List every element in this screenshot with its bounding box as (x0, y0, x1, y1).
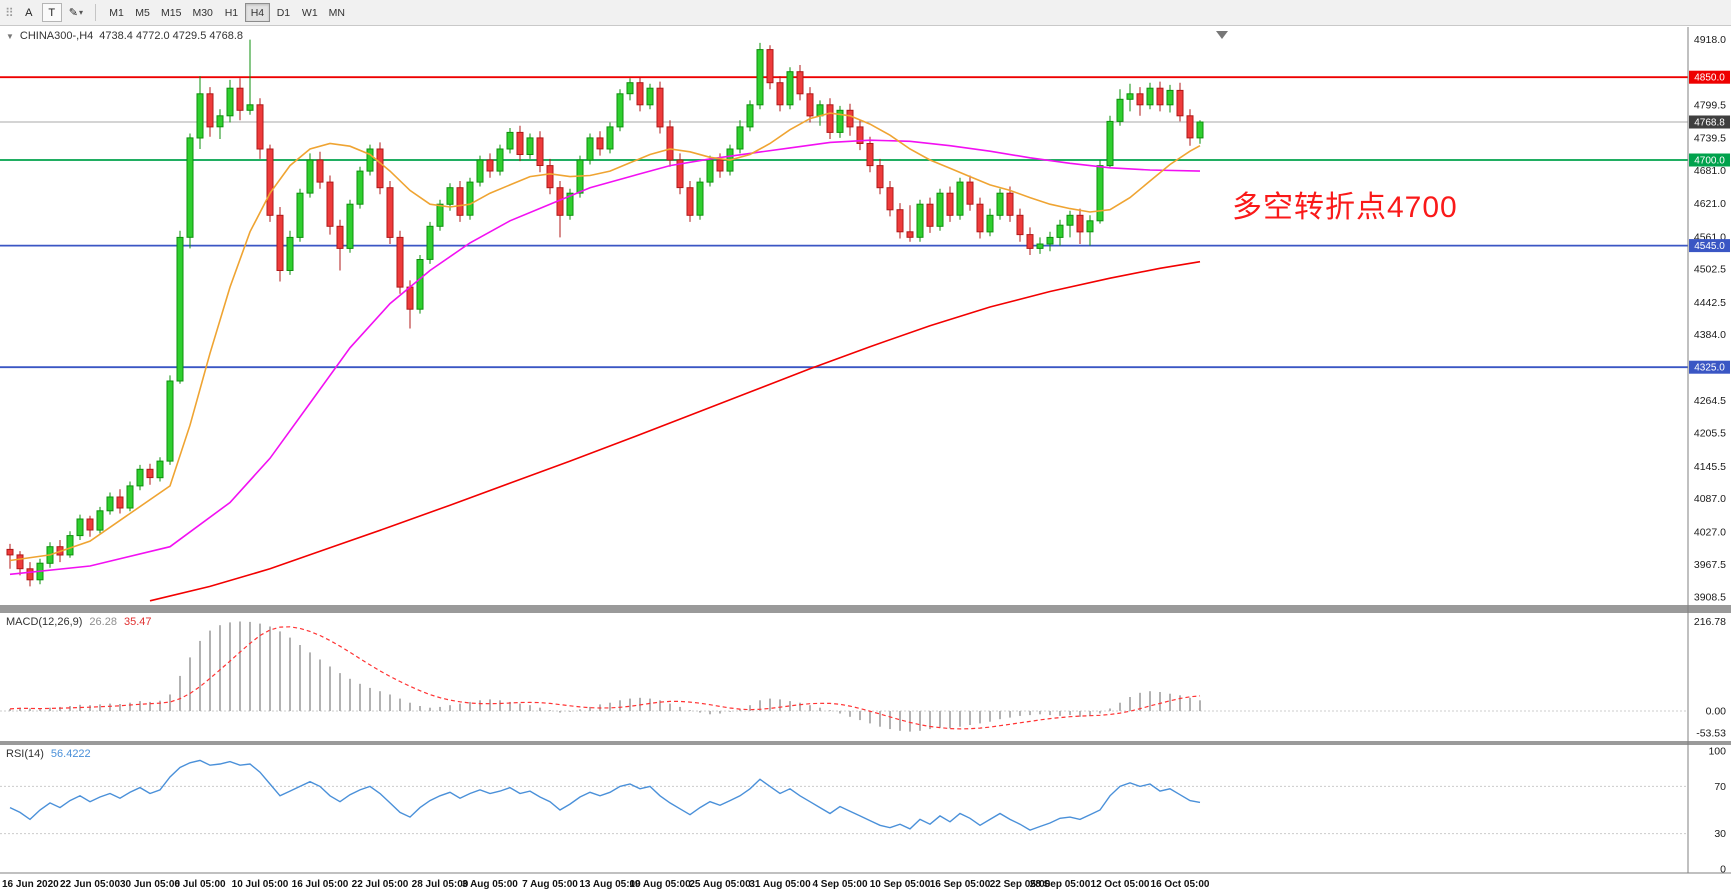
main-toolbar: ⠿ A T ✎ ▾ M1 M5 M15 M30 H1 H4 D1 W1 MN (0, 0, 1731, 26)
price-axis-label: 4739.5 (1694, 133, 1726, 145)
symbol-dropdown-icon[interactable]: ▼ (6, 31, 14, 41)
rsi-axis-label: 0 (1720, 864, 1726, 876)
time-axis-label: 22 Jul 05:00 (352, 879, 409, 890)
draw-tool-button[interactable]: ✎ ▾ (65, 3, 87, 22)
chart-svg[interactable]: 4918.04799.54739.54681.04621.04561.04502… (0, 27, 1731, 895)
annotation-text[interactable]: 多空转折点4700 (1232, 191, 1458, 224)
panel-separator-2[interactable] (0, 741, 1731, 745)
toolbar-separator (95, 4, 97, 21)
time-axis-label: 10 Jul 05:00 (232, 879, 289, 890)
svg-text:4768.8: 4768.8 (1694, 118, 1725, 129)
timeframe-d1-button[interactable]: D1 (271, 3, 296, 22)
ma-slow-line (149, 260, 1201, 602)
timeframe-h1-button[interactable]: H1 (219, 3, 244, 22)
timeframe-m15-button[interactable]: M15 (156, 3, 186, 22)
panel-separator-1[interactable] (0, 605, 1731, 613)
pencil-icon: ✎ (68, 7, 79, 19)
ma-fast-line (9, 112, 1201, 562)
toolbar-grip-icon[interactable]: ⠿ (5, 5, 14, 20)
price-axis-label: 4621.0 (1694, 198, 1726, 210)
ma-mid-line (9, 139, 1201, 576)
time-axis-label: 16 Sep 05:00 (930, 879, 991, 890)
time-axis-label: 16 Jun 2020 (2, 879, 59, 890)
macd-histogram (9, 621, 1201, 732)
price-badge-4850: 4850.0 (1689, 70, 1730, 84)
price-axis-label: 4681.0 (1694, 165, 1726, 177)
time-axis-label: 31 Aug 05:00 (749, 879, 811, 890)
macd-name: MACD(12,26,9) (6, 616, 83, 628)
macd-signal-value: 35.47 (123, 616, 152, 628)
arrow-tool-button[interactable]: A (19, 3, 39, 22)
price-badge-4325: 4325.0 (1689, 360, 1730, 374)
price-badge-4700: 4700.0 (1689, 153, 1730, 167)
rsi-axis-label: 100 (1708, 746, 1726, 758)
price-axis-label: 4799.5 (1694, 100, 1726, 112)
scroll-marker-icon[interactable] (1216, 31, 1228, 39)
rsi-label: RSI(14) 56.4222 (6, 748, 91, 760)
timeframe-toolbar: M1 M5 M15 M30 H1 H4 D1 W1 MN (104, 3, 350, 22)
timeframe-h4-button[interactable]: H4 (244, 3, 270, 22)
macd-label: MACD(12,26,9) 26.28 35.47 (6, 616, 151, 628)
caret-down-icon: ▾ (79, 8, 84, 17)
time-axis-label: 4 Sep 05:00 (812, 879, 867, 890)
text-tool-button[interactable]: T (41, 3, 62, 22)
time-axis-label: 16 Jul 05:00 (292, 879, 349, 890)
timeframe-mn-button[interactable]: MN (324, 3, 350, 22)
price-axis-label: 3908.5 (1694, 592, 1726, 604)
timeframe-m1-button[interactable]: M1 (104, 3, 129, 22)
price-badge-4768.8: 4768.8 (1689, 115, 1730, 129)
time-axis-label: 10 Sep 05:00 (870, 879, 931, 890)
macd-axis-label: 216.78 (1694, 616, 1726, 628)
price-axis-label: 4442.5 (1694, 297, 1726, 309)
ohlc-values: 4738.4 4772.0 4729.5 4768.8 (99, 30, 244, 42)
svg-text:4700.0: 4700.0 (1694, 156, 1725, 167)
time-axis-label: 22 Sep 05:00 (990, 879, 1051, 890)
price-axis-label: 3967.5 (1694, 559, 1726, 571)
chart-canvas[interactable]: 4918.0 4799.5 4739.5 4681.0 4621.0 4561.0 4502… (0, 27, 1731, 895)
svg-text:4325.0: 4325.0 (1694, 363, 1725, 374)
price-axis-label: 4384.0 (1694, 329, 1726, 341)
macd-signal-line (9, 626, 1201, 730)
macd-axis-label: -53.53 (1696, 728, 1726, 740)
svg-text:4850.0: 4850.0 (1694, 73, 1725, 84)
time-axis-label: 16 Oct 05:00 (1151, 879, 1210, 890)
price-badge-4545: 4545.0 (1689, 239, 1730, 253)
price-axis-label: 4205.5 (1694, 428, 1726, 440)
candles-layer (6, 39, 1204, 587)
price-axis-label: 4027.0 (1694, 526, 1726, 538)
time-axis-label: 19 Aug 05:00 (629, 879, 691, 890)
time-axis-label: 28 Jul 05:00 (412, 879, 469, 890)
rsi-axis-label: 70 (1714, 781, 1726, 793)
timeframe-m5-button[interactable]: M5 (130, 3, 155, 22)
macd-main-value: 26.28 (89, 616, 117, 628)
price-axis-label: 4145.5 (1694, 461, 1726, 473)
time-axis-label: 12 Oct 05:00 (1091, 879, 1150, 890)
time-axis-label: 22 Jun 05:00 (60, 879, 120, 890)
timeframe-w1-button[interactable]: W1 (297, 3, 323, 22)
time-axis-label: 13 Aug 05:00 (579, 879, 641, 890)
macd-axis-label: 0.00 (1706, 706, 1727, 718)
symbol-name: CHINA300-,H4 (19, 30, 94, 42)
price-axis-label: 4087.0 (1694, 493, 1726, 505)
price-axis-label: 4918.0 (1694, 34, 1726, 46)
time-axis-label: 6 Jul 05:00 (174, 879, 226, 890)
rsi-axis-label: 30 (1714, 828, 1726, 840)
time-axis-label: 30 Jun 05:00 (120, 879, 180, 890)
price-axis-label: 4264.5 (1694, 395, 1726, 407)
price-axis-label: 4502.5 (1694, 264, 1726, 276)
time-axis-label: 28 Sep 05:00 (1030, 879, 1091, 890)
time-axis-label: 25 Aug 05:00 (689, 879, 751, 890)
timeframe-m30-button[interactable]: M30 (187, 3, 217, 22)
svg-text:4545.0: 4545.0 (1694, 241, 1725, 252)
time-axis-label: 3 Aug 05:00 (462, 879, 518, 890)
rsi-line (9, 759, 1201, 831)
rsi-value: 56.4222 (50, 748, 91, 760)
time-axis-label: 7 Aug 05:00 (522, 879, 578, 890)
chart-title: ▼ CHINA300-,H4 4738.4 4772.0 4729.5 4768… (6, 30, 243, 42)
rsi-name: RSI(14) (6, 748, 44, 760)
